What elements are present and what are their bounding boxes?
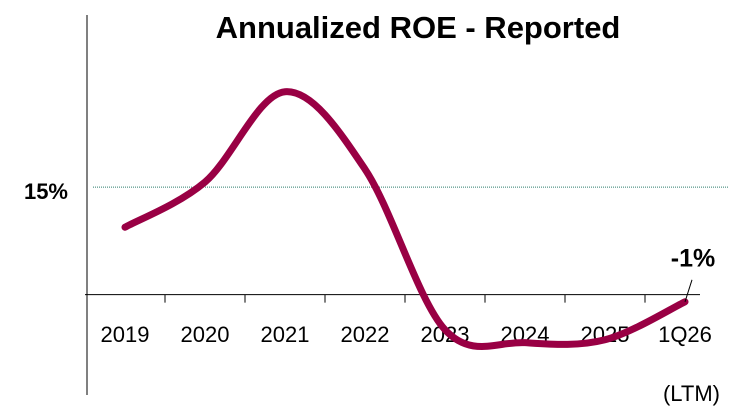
x-tick-label: 2020 — [181, 322, 230, 347]
data-label: -1% — [671, 244, 715, 272]
x-tick-label: 1Q26 — [658, 322, 712, 347]
chart-title: Annualized ROE - Reported — [216, 10, 621, 45]
line — [121, 88, 689, 350]
y-tick-label: 15% — [24, 179, 68, 204]
x-tick-label: 2021 — [261, 322, 310, 347]
label-leader — [684, 279, 693, 302]
x-tick-label: 2019 — [101, 322, 150, 347]
x-tick-label: 2022 — [341, 322, 390, 347]
annotation: (LTM) — [663, 381, 720, 406]
